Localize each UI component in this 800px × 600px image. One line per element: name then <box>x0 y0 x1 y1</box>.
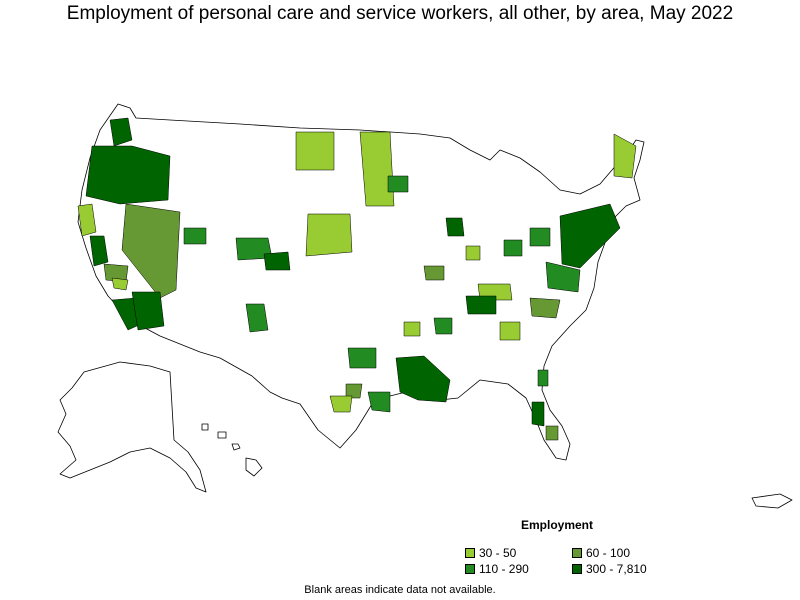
area-western-washington <box>109 117 133 147</box>
area-tennessee <box>465 295 497 315</box>
legend-label: 60 - 100 <box>586 546 631 560</box>
area-nebraska <box>305 213 353 257</box>
area-wisconsin <box>445 217 465 237</box>
area-salt-lake <box>183 227 207 245</box>
area-northern-california <box>77 203 97 237</box>
legend-swatch <box>572 548 582 558</box>
puerto-rico-outline <box>751 493 793 509</box>
legend-item-60-100: 60 - 100 <box>572 546 630 560</box>
legend-swatch <box>572 564 582 574</box>
area-austin <box>329 395 353 413</box>
area-oklahoma <box>347 347 377 369</box>
area-northeast-corridor <box>559 203 621 269</box>
area-phoenix <box>131 291 165 331</box>
hawaii-maui <box>231 443 241 451</box>
legend-item-30-50: 30 - 50 <box>465 546 516 560</box>
area-georgia <box>499 321 521 341</box>
legend-item-300-7810: 300 - 7,810 <box>572 562 647 576</box>
area-dallas <box>345 383 363 399</box>
area-jacksonville <box>537 369 549 387</box>
area-alabama <box>433 317 453 335</box>
area-bay-area <box>89 235 109 267</box>
area-fresno <box>111 277 129 291</box>
area-tampa <box>531 401 545 427</box>
area-north-dakota-east <box>359 131 395 207</box>
legend-label: 30 - 50 <box>479 546 517 560</box>
area-virginia <box>545 261 581 293</box>
area-albuquerque <box>245 303 269 333</box>
area-nevada <box>121 203 181 299</box>
area-arkansas <box>403 321 421 337</box>
legend-swatch <box>465 548 475 558</box>
map-title: Employment of personal care and service … <box>66 3 734 24</box>
area-montana-east <box>295 131 335 171</box>
area-indiana <box>503 239 523 257</box>
hawaii-kauai <box>201 423 209 431</box>
area-south-florida <box>545 425 559 441</box>
legend-title: Employment <box>521 518 594 532</box>
hawaii-island <box>245 457 263 477</box>
area-colorado-springs <box>263 251 291 271</box>
legend-label: 110 - 290 <box>479 562 529 576</box>
alaska-outline <box>57 361 207 493</box>
contiguous-us-outline <box>77 103 645 461</box>
hawaii-oahu <box>217 431 227 439</box>
area-louisiana <box>395 355 451 403</box>
area-illinois <box>465 245 481 261</box>
legend-swatch <box>465 564 475 574</box>
legend-label: 300 - 7,810 <box>586 562 647 576</box>
area-new-england <box>613 133 637 179</box>
area-missouri <box>423 265 445 281</box>
legend-item-110-290: 110 - 290 <box>465 562 529 576</box>
area-houston <box>367 391 391 413</box>
area-carolinas <box>529 297 561 319</box>
area-minneapolis <box>387 175 409 193</box>
area-western-oregon <box>85 145 171 205</box>
area-ohio <box>529 227 551 247</box>
data-availability-note: Blank areas indicate data not available. <box>304 584 496 596</box>
